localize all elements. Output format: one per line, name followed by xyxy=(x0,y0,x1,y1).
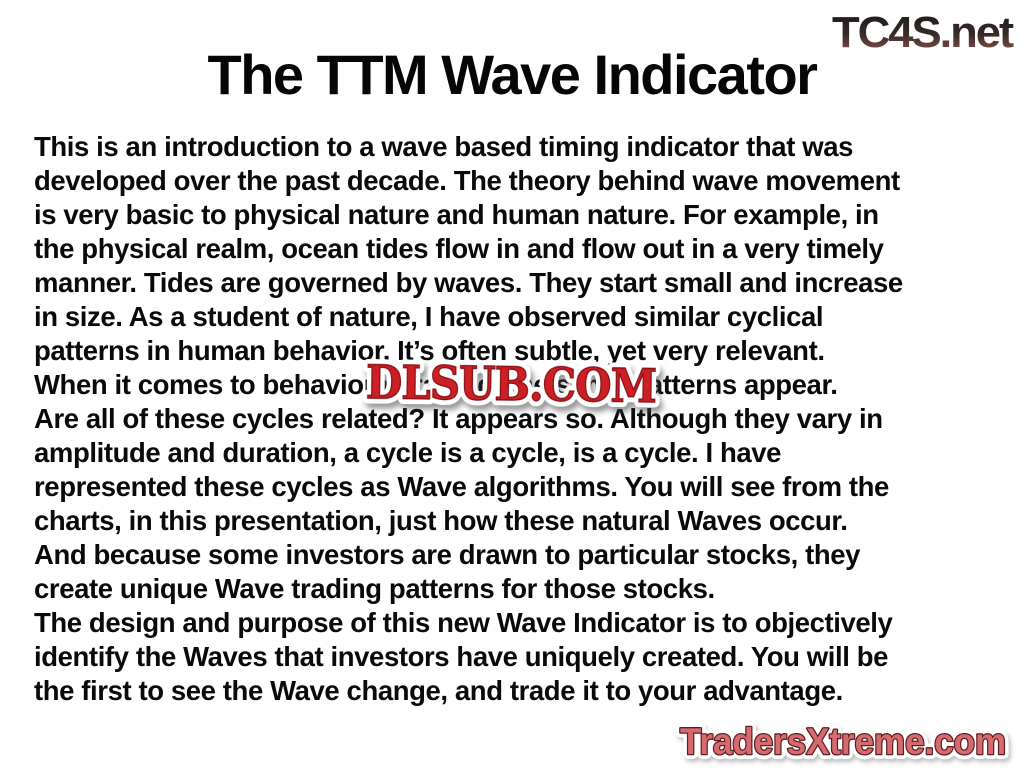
body-line: charts, in this presentation, just how t… xyxy=(34,505,848,536)
body-line: the physical realm, ocean tides flow in … xyxy=(34,233,884,264)
body-line: And because some investors are drawn to … xyxy=(34,539,861,570)
body-line: Are all of these cycles related? It appe… xyxy=(34,403,883,434)
body-line: The design and purpose of this new Wave … xyxy=(34,607,893,638)
body-line: amplitude and duration, a cycle is a cyc… xyxy=(34,437,782,468)
body-line: in size. As a student of nature, I have … xyxy=(34,301,824,332)
body-line: represented these cycles as Wave algorit… xyxy=(34,471,889,502)
tradersxtreme-watermark-text: TradersXtreme.com xyxy=(680,721,1006,762)
body-line: is very basic to physical nature and hum… xyxy=(34,199,879,230)
tc4s-watermark-text: TC4S.net xyxy=(832,8,1014,57)
body-line: manner. Tides are governed by waves. The… xyxy=(34,267,903,298)
body-line: the first to see the Wave change, and tr… xyxy=(34,675,843,706)
body-line: developed over the past decade. The theo… xyxy=(34,165,900,196)
tc4s-watermark-logo: TC4S.net xyxy=(832,8,1016,57)
dlsub-watermark-text: DLSUB.COM xyxy=(366,355,657,413)
slide-title: The TTM Wave Indicator xyxy=(207,43,818,106)
dlsub-watermark: DLSUB.COM DLSUB.COM xyxy=(360,349,662,418)
slide-body: This is an introduction to a wave based … xyxy=(34,130,1002,708)
dlsub-watermark-outline: DLSUB.COM xyxy=(366,355,657,413)
body-line: identify the Waves that investors have u… xyxy=(34,641,889,672)
tradersxtreme-watermark: TradersXtreme.com TradersXtreme.com xyxy=(675,716,1011,767)
body-line: This is an introduction to a wave based … xyxy=(34,131,853,162)
body-line: When it comes to behavioral trading, the… xyxy=(34,369,838,400)
body-line: patterns in human behavior. It’s often s… xyxy=(34,335,825,366)
body-line: create unique Wave trading patterns for … xyxy=(34,573,715,604)
tradersxtreme-watermark-outline: TradersXtreme.com xyxy=(680,721,1006,762)
